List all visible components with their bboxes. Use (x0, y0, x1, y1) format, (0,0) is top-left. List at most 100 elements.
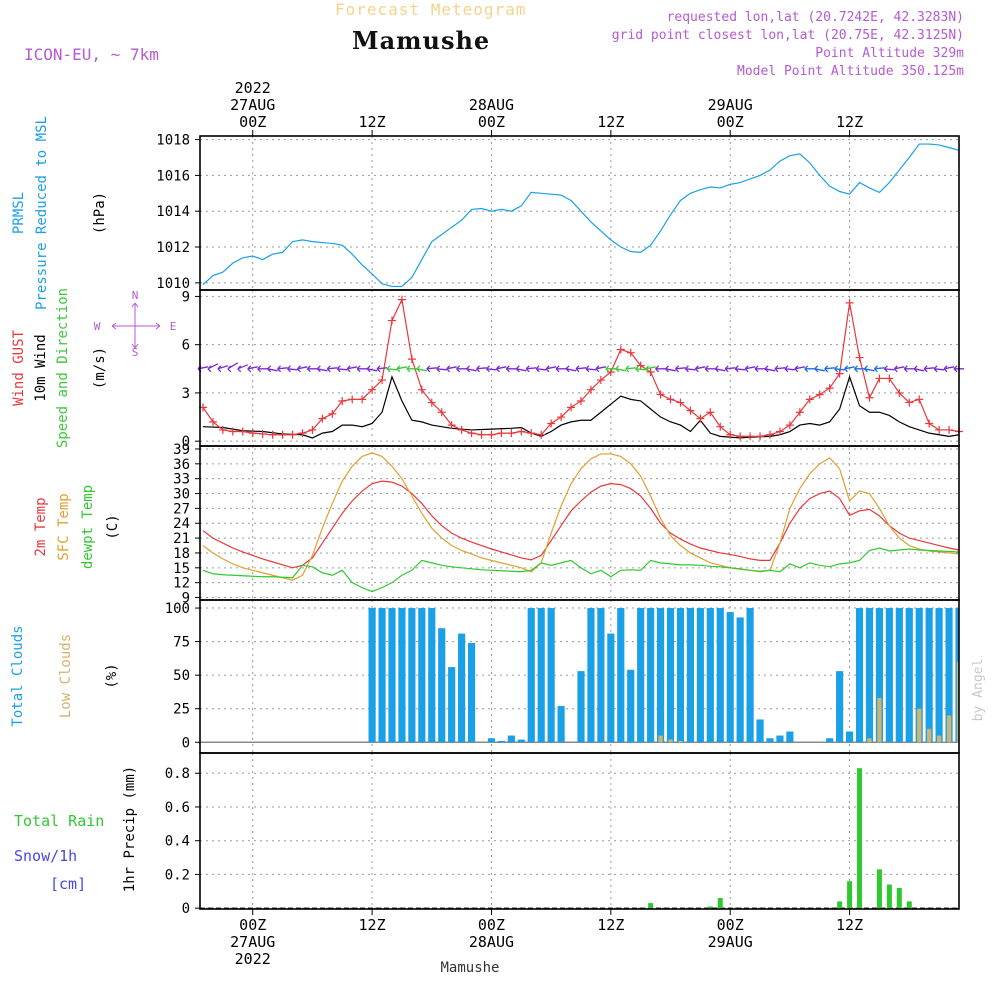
wind-direction-arrow (913, 365, 925, 373)
y-tick-label: 3 (182, 386, 190, 402)
y-tick-label: 0.2 (165, 867, 190, 883)
wind-direction-arrow (854, 365, 865, 373)
wind-direction-arrow (764, 365, 776, 373)
y-tick-label: 21 (173, 531, 190, 547)
total-clouds-bar (507, 735, 515, 743)
wind-direction-arrow (277, 365, 288, 373)
wind-direction-arrow (744, 365, 756, 373)
total-clouds-bar (398, 608, 406, 743)
snow-label: Snow/1h (14, 847, 77, 865)
time-label-top: 12Z (597, 113, 624, 131)
gust-marker (626, 348, 635, 357)
gust-marker (616, 345, 625, 354)
gust-marker (666, 395, 675, 404)
y-tick-label: 1018 (156, 133, 190, 149)
wind-direction-arrow (714, 365, 726, 373)
time-label-bottom: 28AUG (469, 933, 514, 951)
low-clouds-bar (678, 740, 683, 743)
rain-bar (707, 906, 713, 909)
gust-marker (378, 376, 387, 385)
gust-marker (576, 396, 585, 405)
wind-direction-arrow (297, 365, 308, 373)
wind-direction-arrow (635, 365, 646, 373)
gust-marker (308, 425, 317, 434)
total-clouds-bar (786, 731, 794, 743)
wind-direction-arrow (486, 365, 497, 373)
gust-marker (288, 430, 297, 439)
gust-marker (875, 374, 884, 383)
total-clouds-bar (547, 608, 555, 743)
rain-bar (896, 887, 902, 909)
wind-direction-arrow (406, 365, 417, 373)
gust-marker (855, 353, 864, 362)
wind-direction-arrow (545, 365, 557, 373)
total-clouds-bar (736, 617, 744, 743)
wind-direction-arrow (476, 365, 487, 373)
wind-direction-arrow (684, 365, 696, 373)
gust-marker (427, 398, 436, 407)
low-clouds-bar (946, 715, 952, 743)
y-tick-label: 75 (173, 635, 190, 651)
total-clouds-bar (418, 608, 426, 743)
total-clouds-bar (617, 608, 625, 743)
wind-direction-arrow (774, 365, 786, 373)
total-clouds-bar (587, 608, 595, 743)
total-clouds-bar (895, 608, 903, 743)
gust-marker (517, 427, 526, 436)
wind-direction-arrow (883, 365, 895, 373)
y-tick-label: 0 (182, 735, 190, 751)
wind-direction-arrow (456, 365, 467, 373)
total-clouds-bar (855, 608, 864, 743)
time-label-top: 00Z (478, 113, 505, 131)
model-label: ICON-EU, ~ 7km (24, 45, 159, 64)
gust-marker (238, 427, 247, 436)
total-clouds-bar (597, 608, 605, 743)
wind-direction-arrow (873, 365, 885, 373)
y-tick-label: 0 (182, 901, 190, 917)
wind-direction-arrow (237, 364, 249, 373)
gust-marker (895, 388, 904, 397)
wind-direction-arrow (794, 365, 805, 373)
total-clouds-bar (925, 608, 933, 743)
wind-direction-arrow (933, 365, 945, 373)
precip-unit: 1hr Precip (mm) (122, 766, 138, 892)
gust-marker (387, 316, 396, 325)
gust-marker (945, 425, 954, 434)
total-clouds-bar (716, 608, 724, 743)
time-label-top: 12Z (836, 113, 863, 131)
y-tick-label: 0 (182, 434, 190, 450)
total-clouds-bar (537, 608, 545, 743)
gust-label: Wind GUST (11, 330, 27, 406)
gust-marker (318, 414, 327, 423)
total-clouds-bar (766, 738, 774, 743)
gust-marker (328, 409, 337, 418)
y-tick-label: 0.8 (165, 766, 190, 782)
wind-direction-arrow (824, 365, 835, 373)
y-tick-label: 1014 (156, 204, 190, 220)
watermark: by Angel (971, 659, 986, 722)
wind-direction-arrow (704, 365, 716, 373)
gust-marker (547, 419, 556, 428)
wind-direction-arrow (784, 365, 795, 373)
wind-unit: (m/s) (92, 347, 108, 389)
gust-marker (905, 398, 914, 407)
gust-marker (228, 427, 237, 436)
prmsl-label: PRMSL (11, 192, 27, 234)
total-clouds-bar (497, 740, 505, 743)
wind-direction-arrow (247, 365, 258, 373)
gust-marker (567, 403, 576, 412)
wind-direction-arrow (734, 365, 746, 373)
gust-marker (865, 393, 874, 402)
wind-direction-arrow (834, 365, 845, 373)
total-clouds-bar (935, 608, 943, 743)
gust-marker (835, 369, 844, 378)
wind-direction-arrow (346, 365, 358, 373)
total-clouds-bar (666, 608, 675, 743)
gust-marker (785, 421, 794, 430)
wind-direction-arrow (386, 365, 398, 373)
wind-direction-arrow (625, 365, 636, 373)
wind-direction-arrow (326, 365, 338, 373)
total-clouds-bar (656, 608, 665, 743)
gust-marker (925, 419, 934, 428)
wind-speed-line (202, 374, 960, 439)
